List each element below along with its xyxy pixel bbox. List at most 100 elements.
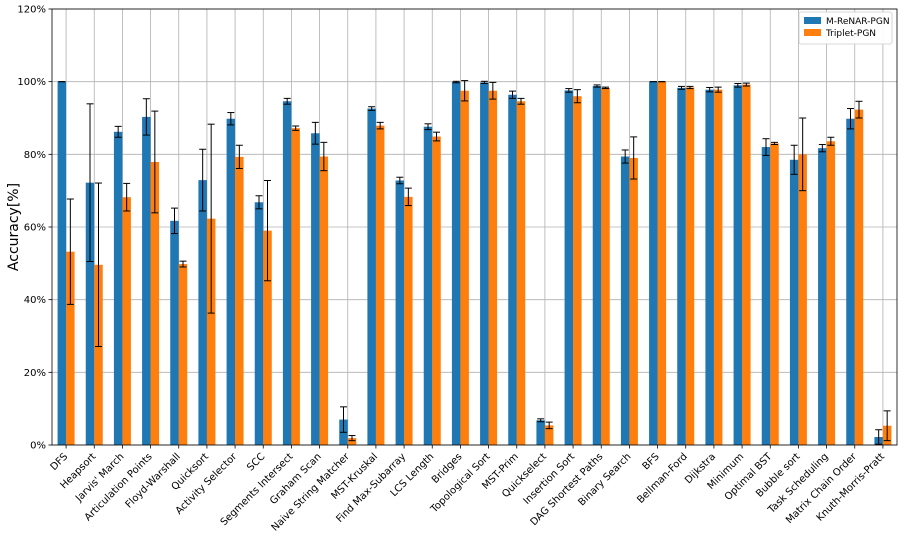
bar-triplet-pgn-5 (206, 218, 216, 445)
bar-triplet-pgn-16 (516, 101, 526, 445)
bar-m-renar-pgn-17 (536, 420, 545, 445)
error-bar (573, 89, 581, 104)
bar-triplet-pgn-4 (178, 264, 188, 445)
error-bar (311, 121, 319, 145)
bar-triplet-pgn-1 (94, 264, 103, 445)
error-bar (602, 86, 609, 90)
error-bar (86, 103, 94, 263)
bar-m-renar-pgn-4 (170, 220, 179, 445)
bars (57, 81, 892, 446)
error-bar (179, 260, 187, 268)
error-bar (827, 136, 835, 146)
error-bar (678, 85, 685, 90)
y-tick-label: 60% (24, 223, 46, 234)
bar-m-renar-pgn-9 (311, 133, 320, 445)
y-tick-label: 20% (24, 368, 46, 379)
bar-m-renar-pgn-6 (226, 118, 236, 445)
bar-m-renar-pgn-24 (733, 85, 743, 446)
error-bar (142, 98, 150, 136)
bar-m-renar-pgn-3 (142, 116, 151, 445)
error-bar (883, 410, 891, 442)
bar-triplet-pgn-10 (347, 438, 357, 445)
error-bar (875, 429, 883, 445)
error-bar (227, 112, 235, 126)
bar-triplet-pgn-12 (404, 196, 413, 445)
bar-triplet-pgn-28 (854, 109, 864, 445)
bar-m-renar-pgn-1 (85, 182, 95, 445)
bar-triplet-pgn-27 (826, 141, 836, 445)
bar-m-renar-pgn-21 (649, 81, 658, 446)
bar-triplet-pgn-7 (263, 230, 272, 445)
error-bar (855, 100, 863, 119)
bar-triplet-pgn-9 (319, 156, 329, 445)
error-bar (461, 80, 469, 102)
bar-m-renar-pgn-28 (846, 118, 855, 445)
error-bar (714, 86, 722, 93)
error-bar (66, 198, 74, 305)
error-bar (565, 88, 573, 93)
error-bar (593, 84, 601, 88)
bar-triplet-pgn-23 (713, 89, 723, 445)
legend-swatch-m-renar-pgn (804, 17, 821, 24)
bar-triplet-pgn-25 (770, 143, 779, 445)
error-bar (424, 123, 432, 131)
error-bar (340, 406, 347, 433)
error-bar (734, 82, 742, 88)
error-bar (742, 82, 750, 87)
error-bar (480, 80, 488, 84)
error-bar (686, 85, 694, 90)
error-bar (151, 110, 159, 214)
bar-triplet-pgn-24 (742, 84, 751, 445)
error-bar (621, 149, 629, 164)
error-bar (368, 106, 376, 111)
legend[interactable]: M-ReNAR-PGN Triplet-PGN (798, 11, 893, 45)
bar-m-renar-pgn-14 (451, 82, 461, 445)
error-bar (283, 97, 291, 105)
error-bar (396, 176, 404, 185)
error-bar (123, 182, 131, 212)
bar-m-renar-pgn-15 (480, 82, 489, 445)
bar-triplet-pgn-17 (544, 425, 554, 445)
error-bar (235, 144, 243, 170)
bar-m-renar-pgn-16 (508, 94, 517, 445)
bar-m-renar-pgn-26 (789, 159, 799, 446)
error-bar (171, 207, 178, 235)
bar-triplet-pgn-3 (150, 161, 160, 446)
error-bar (537, 418, 545, 423)
bar-m-renar-pgn-12 (395, 180, 405, 445)
error-bar (114, 125, 122, 138)
error-bar (404, 187, 412, 207)
y-axis-label: Accuracy[%] (6, 183, 22, 271)
bar-triplet-pgn-20 (629, 157, 638, 445)
legend-label-triplet-pgn: Triplet-PGN (825, 29, 876, 39)
bar-m-renar-pgn-22 (677, 87, 686, 446)
bar-triplet-pgn-26 (798, 154, 807, 446)
y-tick-label: 80% (24, 150, 46, 161)
bar-triplet-pgn-2 (122, 197, 131, 445)
bar-triplet-pgn-6 (235, 156, 244, 446)
bar-m-renar-pgn-18 (564, 90, 574, 446)
error-bar (509, 90, 516, 99)
bar-triplet-pgn-13 (432, 136, 441, 445)
legend-box (798, 11, 893, 45)
bar-m-renar-pgn-0 (57, 81, 67, 446)
error-bar (292, 125, 300, 131)
error-bar (762, 138, 770, 156)
bar-m-renar-pgn-27 (818, 148, 827, 445)
bar-m-renar-pgn-20 (620, 156, 630, 445)
legend-swatch-triplet-pgn (804, 29, 821, 36)
error-bar (348, 435, 356, 442)
bar-triplet-pgn-22 (685, 87, 695, 445)
bar-m-renar-pgn-23 (705, 89, 714, 445)
legend-label-m-renar-pgn: M-ReNAR-PGN (826, 17, 890, 27)
error-bar (545, 421, 553, 430)
error-bar (818, 144, 826, 153)
error-bar (199, 148, 207, 212)
error-bar (489, 81, 497, 100)
error-bar (630, 136, 638, 180)
bar-triplet-pgn-21 (657, 81, 667, 446)
bar-triplet-pgn-8 (291, 128, 300, 445)
bar-triplet-pgn-15 (488, 90, 498, 445)
error-bar (771, 141, 778, 146)
